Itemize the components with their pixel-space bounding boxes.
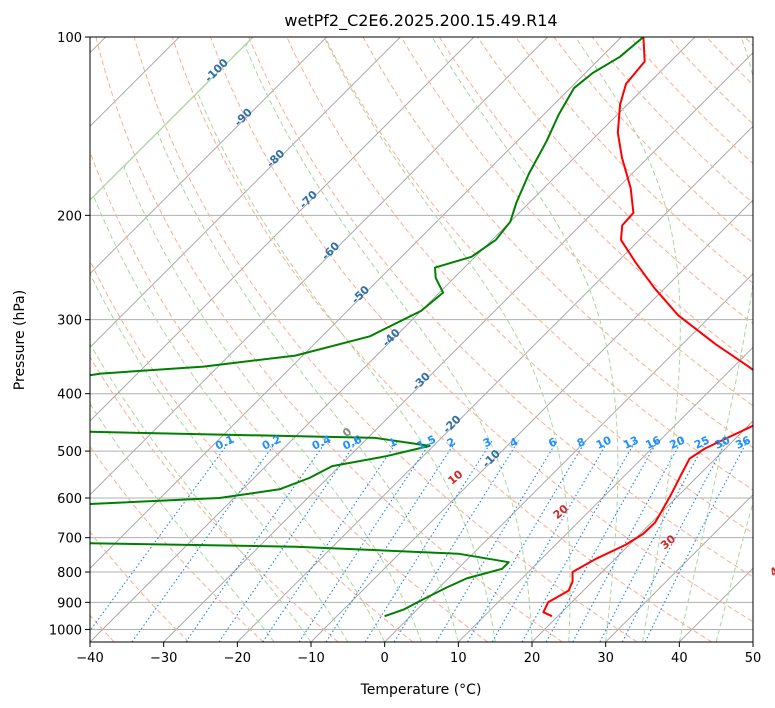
x-tick-label: 30 xyxy=(597,651,614,666)
dry-adiabat-line xyxy=(248,37,753,578)
mixing-ratio-label: 13 xyxy=(621,434,640,452)
mixing-ratio-line xyxy=(90,440,231,632)
x-tick-label: −30 xyxy=(150,651,177,666)
dry-adiabat-line xyxy=(477,37,753,325)
dry-adiabat-label: 40 xyxy=(767,559,775,579)
moist-adiabat-line xyxy=(245,37,533,642)
y-tick-label: 900 xyxy=(57,596,82,611)
mixing-ratio-label: 10 xyxy=(594,433,614,451)
dewpoint-profile-line xyxy=(90,37,645,618)
y-tick-label: 100 xyxy=(57,31,82,46)
mixing-ratio-line xyxy=(435,440,558,642)
mixing-ratio-line xyxy=(572,440,683,642)
mixing-ratio-label: 30 xyxy=(713,433,733,451)
isotherm-line xyxy=(90,37,696,642)
moist-adiabat-line xyxy=(123,37,422,642)
y-tick-label: 700 xyxy=(57,532,82,547)
isotherm-line xyxy=(90,37,328,275)
mixing-ratio-line xyxy=(491,440,609,642)
dry-adiabat-line xyxy=(362,37,753,449)
dry-adiabat-line xyxy=(90,356,339,642)
y-tick-label: 300 xyxy=(57,314,82,329)
dry-adiabat-line xyxy=(90,531,190,642)
plot-area xyxy=(90,37,753,642)
x-tick-label: 10 xyxy=(450,651,467,666)
mixing-ratio-line xyxy=(364,440,493,642)
dry-adiabat-line xyxy=(400,37,753,407)
isotherm-line xyxy=(605,493,753,642)
axes-layer: −40 −30 −20 −10 0 10 20 30 40 50 100 200 300 400 500 60… xyxy=(49,31,761,666)
dry-adiabat-line xyxy=(171,37,712,642)
mixing-ratio-line xyxy=(131,440,278,642)
dry-adiabat-line xyxy=(133,37,638,642)
profile-layer xyxy=(90,37,753,618)
x-tick-label: 40 xyxy=(671,651,688,666)
grid-layer xyxy=(90,37,753,642)
isotherm-line xyxy=(90,37,401,349)
mixing-ratio-label: 16 xyxy=(643,433,663,451)
chart-title: wetPf2_C2E6.2025.200.15.49.R14 xyxy=(284,11,557,31)
x-tick-label: 50 xyxy=(745,651,762,666)
mixing-ratio-line xyxy=(393,440,520,642)
mixing-ratio-line xyxy=(521,440,637,642)
isotherm-line xyxy=(90,37,622,570)
mixing-ratio-line xyxy=(545,440,659,642)
isotherm-line xyxy=(90,37,475,422)
x-tick-label: −40 xyxy=(76,651,103,666)
mixing-ratio-line xyxy=(185,440,328,642)
y-tick-label: 800 xyxy=(57,566,82,581)
moist-adiabat-line xyxy=(574,37,681,642)
moist-adiabat-line xyxy=(90,37,275,642)
isotherm-line xyxy=(384,272,753,642)
x-tick-label: 0 xyxy=(381,651,389,666)
x-tick-label: 20 xyxy=(524,651,541,666)
x-tick-label: −20 xyxy=(224,651,251,666)
mixing-ratio-line xyxy=(325,440,457,642)
y-tick-label: 500 xyxy=(57,445,82,460)
plot-frame xyxy=(89,36,754,643)
y-tick-label: 400 xyxy=(57,388,82,403)
isotherm-line xyxy=(90,37,549,496)
dry-adiabat-line xyxy=(553,37,753,244)
moist-adiabat-line xyxy=(715,500,753,642)
mixing-ratio-label: 20 xyxy=(668,433,688,451)
isotherm-line xyxy=(163,51,753,642)
mixing-ratio-line xyxy=(262,440,399,642)
y-tick-label: 200 xyxy=(57,209,82,224)
y-tick-label: 600 xyxy=(57,492,82,507)
dry-adiabat-line xyxy=(90,259,414,642)
y-tick-label: 1000 xyxy=(49,623,82,638)
dry-adiabat-line xyxy=(324,37,753,491)
dry-adiabat-line xyxy=(90,150,488,642)
temperature-profile-line xyxy=(542,37,753,618)
y-axis-title: Pressure (hPa) xyxy=(12,290,28,390)
mixing-ratio-label: 25 xyxy=(692,434,711,452)
moist-adiabat-line xyxy=(323,37,571,642)
dry-adiabat-line xyxy=(95,37,563,642)
dry-adiabat-line xyxy=(286,37,753,534)
mixing-ratio-label: 36 xyxy=(733,433,753,451)
mixing-ratio-line xyxy=(298,440,432,642)
mixing-ratio-line xyxy=(467,440,587,642)
dry-adiabat-line xyxy=(438,37,753,365)
x-axis-title: Temperature (°C) xyxy=(360,682,482,698)
moist-adiabat-line xyxy=(157,37,459,642)
mixing-ratio-line xyxy=(644,440,748,642)
isotherm-line xyxy=(457,346,753,642)
dry-adiabat-line xyxy=(591,37,753,204)
isotherm-line xyxy=(236,125,753,642)
x-tick-label: −10 xyxy=(297,651,324,666)
